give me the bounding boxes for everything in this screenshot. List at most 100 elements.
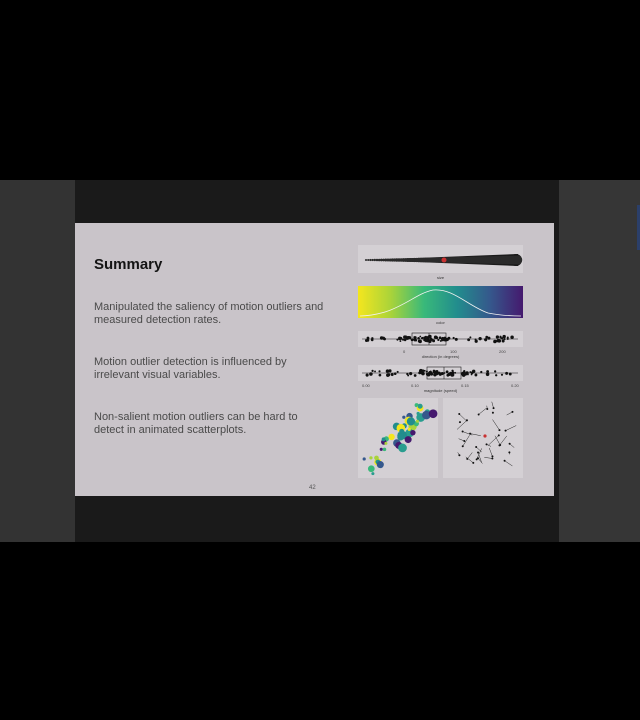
motion-point — [475, 458, 478, 461]
strip-dot — [493, 370, 497, 373]
strip-dot — [484, 338, 488, 342]
slide-title: Summary — [94, 256, 163, 273]
motion-trail — [477, 452, 482, 463]
scatter-point — [371, 472, 375, 476]
strip-dot — [423, 369, 426, 372]
motion-trail — [504, 460, 513, 467]
strip-dot — [378, 370, 381, 373]
strip-dot — [469, 336, 472, 339]
strip-dot — [399, 340, 402, 342]
strip-dot — [388, 369, 392, 373]
magnitude-figure — [358, 365, 523, 381]
window-edge — [637, 205, 640, 250]
motion-trail — [467, 452, 473, 460]
motion-trail — [491, 401, 494, 409]
motion-trail — [459, 413, 468, 422]
strip-dot — [495, 335, 500, 339]
strip-dot — [421, 336, 424, 340]
strip-dot — [432, 339, 436, 343]
motion-point — [458, 454, 461, 457]
strip-dot — [435, 370, 438, 374]
strip-dot — [445, 337, 449, 342]
strip-dot — [427, 335, 431, 339]
scatter-point — [381, 437, 386, 442]
strip-dot — [474, 338, 477, 341]
strip-dot — [432, 369, 436, 373]
motion-point — [491, 411, 494, 414]
motion-point — [463, 439, 466, 442]
motion-point — [497, 434, 500, 437]
strip-dot — [478, 337, 482, 341]
motion-point — [461, 430, 464, 433]
strip-dot — [485, 335, 489, 339]
scatter-point — [367, 465, 375, 473]
motion-trail — [462, 435, 470, 447]
strip-dot — [502, 334, 506, 339]
strip-dot — [438, 336, 442, 340]
strip-dot — [467, 338, 471, 342]
direction-tick-0: 0 — [403, 349, 406, 354]
strip-dot — [503, 338, 506, 341]
motion-trail — [506, 411, 513, 416]
strip-dot — [393, 372, 397, 375]
scatter-point — [399, 428, 405, 434]
color-scatter-figure — [358, 398, 438, 478]
strip-dot — [409, 337, 412, 340]
presentation-stage: Summary Manipulated the saliency of moti… — [75, 180, 559, 542]
size-figure — [358, 245, 523, 273]
motion-trail — [470, 433, 481, 436]
strip-dot — [454, 337, 458, 341]
strip-dot — [495, 374, 498, 377]
scatter-point — [374, 455, 379, 461]
strip-dot — [480, 370, 483, 374]
strip-dot — [474, 373, 478, 377]
color-figure — [358, 286, 523, 318]
strip-dot — [508, 372, 512, 376]
motion-point — [508, 451, 511, 454]
strip-dot — [452, 336, 455, 340]
strip-dot — [371, 369, 374, 373]
scatter-point — [404, 436, 412, 444]
strip-dot — [496, 338, 501, 343]
motion-trail — [476, 446, 482, 453]
magnitude-tick-2: 0.15 — [461, 383, 469, 388]
size-dot — [369, 258, 372, 262]
strip-dot — [364, 339, 368, 342]
strip-dot — [463, 369, 466, 373]
strip-dot — [425, 370, 428, 373]
strip-dot — [374, 370, 376, 373]
size-dot — [513, 255, 523, 265]
strip-dot — [419, 371, 423, 375]
motion-trail — [477, 458, 483, 464]
scatter-point — [397, 433, 405, 441]
strip-dot — [385, 369, 390, 373]
magnitude-caption: magnitude (speed) — [423, 388, 458, 393]
strip-dot — [510, 335, 514, 339]
strip-dot — [439, 340, 442, 342]
strip-dot — [443, 372, 446, 374]
size-outlier-dot — [441, 257, 447, 263]
direction-tick-100: 100 — [450, 349, 457, 354]
size-dot — [371, 258, 374, 262]
strip-dot — [396, 370, 399, 373]
motion-trail — [499, 435, 507, 446]
right-pillarbox — [559, 180, 640, 542]
motion-point — [469, 432, 472, 435]
size-dot — [367, 258, 370, 262]
strip-dot — [366, 336, 370, 340]
scatter-point — [416, 411, 420, 416]
motion-trail — [465, 456, 474, 464]
motion-point — [491, 455, 494, 458]
strip-dot — [429, 372, 434, 376]
strip-dot — [451, 369, 454, 372]
scatter-point — [398, 443, 407, 453]
strip-dot — [418, 339, 422, 344]
motion-trail — [484, 457, 493, 459]
magnitude-tick-3: 0.20 — [511, 383, 519, 388]
strip-dot — [396, 338, 399, 341]
direction-tick-200: 200 — [499, 349, 506, 354]
size-dot — [375, 258, 379, 262]
scatter-point — [376, 461, 384, 469]
size-dot — [365, 259, 367, 261]
size-dot — [386, 258, 390, 262]
